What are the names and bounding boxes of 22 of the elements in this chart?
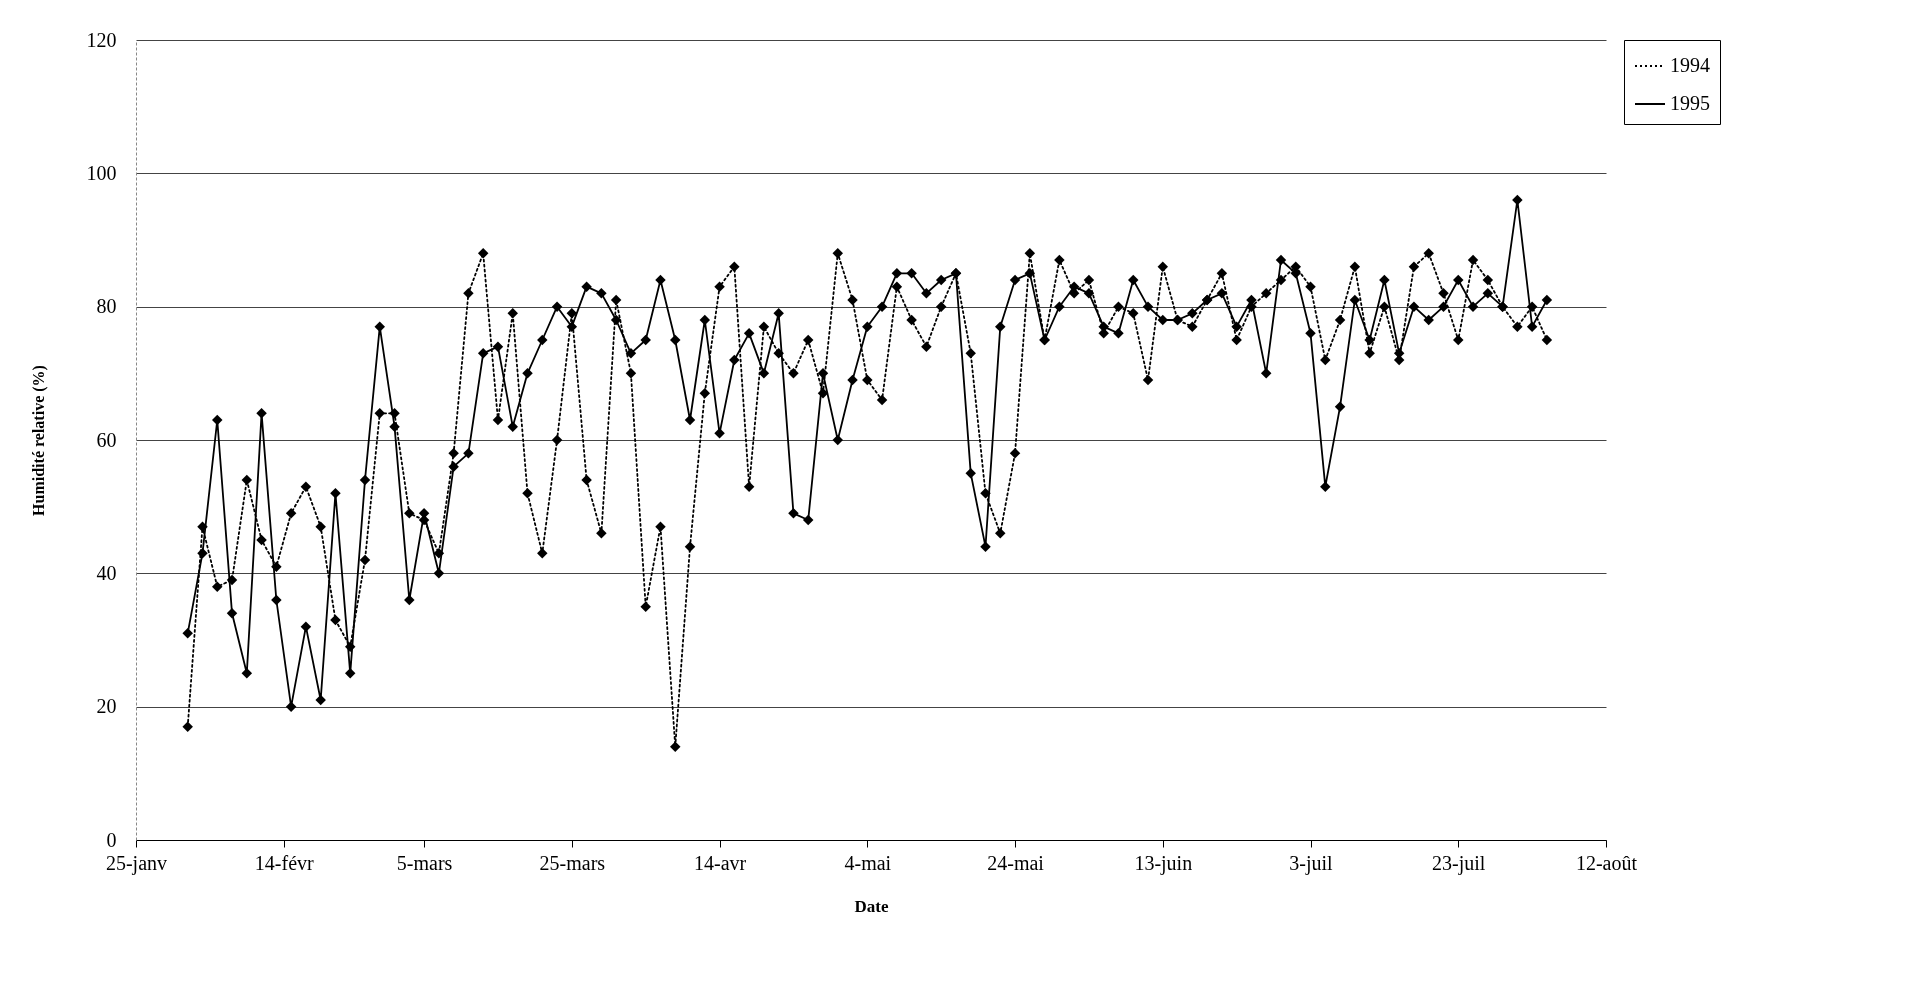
x-tick-label: 3-juil: [1289, 851, 1334, 875]
x-tick-label: 14-avr: [693, 851, 747, 874]
y-tick-label: 80: [96, 295, 117, 318]
legend-label: 1995: [1670, 92, 1710, 114]
x-tick-label: 25-mars: [539, 851, 606, 874]
legend-label: 1994: [1670, 54, 1710, 76]
y-tick-label: 0: [106, 828, 117, 851]
x-tick-label: 14-févr: [254, 851, 315, 874]
x-tick-label: 4-mai: [844, 851, 892, 874]
y-tick-label: 120: [86, 28, 117, 51]
x-axis-title: Date: [854, 896, 889, 916]
x-tick-label: 13-juin: [1134, 851, 1193, 875]
y-tick-label: 20: [96, 695, 117, 718]
y-tick-label: 40: [96, 561, 117, 584]
y-tick-label: 100: [86, 161, 117, 184]
y-axis-title: Humidité relative (%): [29, 365, 48, 516]
x-tick-label: 23-juil: [1432, 851, 1486, 875]
x-tick-label: 25-janv: [105, 851, 168, 875]
x-tick-label: 12-août: [1575, 851, 1638, 874]
x-tick-label: 5-mars: [396, 851, 453, 874]
y-tick-label: 60: [96, 428, 117, 451]
x-tick-label: 24-mai: [987, 851, 1045, 874]
